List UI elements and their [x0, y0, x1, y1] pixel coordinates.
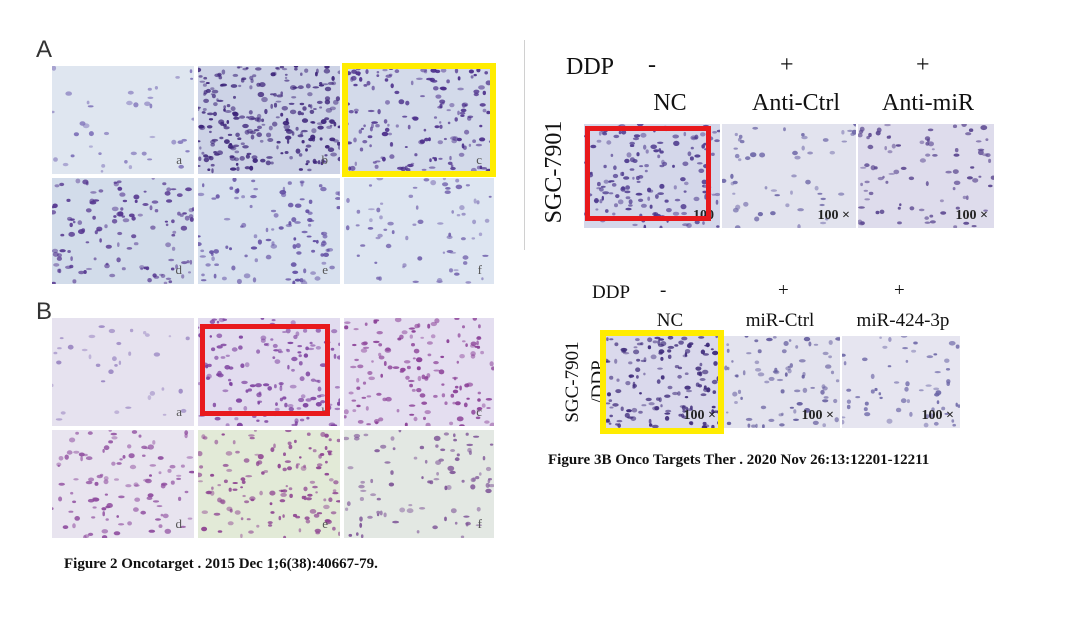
figure2-caption: Figure 2 Oncotarget . 2015 Dec 1;6(38):4… [64, 556, 378, 572]
micrograph-tile: 100 [584, 124, 720, 228]
micrograph-tile: b [198, 66, 340, 174]
micrograph-texture [606, 336, 722, 428]
micrograph-tile: c [344, 318, 494, 426]
group-label-top-nc: NC [653, 90, 687, 116]
group-label-bottom-mir-ctrl: miR-Ctrl [745, 310, 815, 331]
magnification-label: 100 × [801, 408, 834, 423]
magnification-label: 100 × [921, 408, 954, 423]
tile-label: f [477, 262, 482, 277]
micrograph-texture [52, 178, 194, 284]
micrograph-tile: 100 × [842, 336, 960, 428]
micrograph-tile: f [344, 178, 494, 284]
panel-letter-b: B [36, 298, 53, 325]
magnification-label: 100 × [683, 408, 716, 423]
micrograph-texture [722, 124, 856, 228]
micrograph-tile: 100 × [724, 336, 840, 428]
ddp-value-top-3: + [916, 52, 930, 78]
micrograph-texture [198, 178, 340, 284]
group-label-bottom-nc: NC [656, 310, 684, 331]
micrograph-tile: c [344, 66, 494, 174]
micrograph-tile: d [52, 430, 194, 538]
tile-label: a [176, 404, 182, 419]
micrograph-tile: a [52, 318, 194, 426]
micrograph-tile: 100 × [606, 336, 722, 428]
cell-line-label-top: SGC-7901 [541, 120, 567, 224]
figure3b-caption: Figure 3B Onco Targets Ther . 2020 Nov 2… [548, 452, 930, 468]
micrograph-tile: f [344, 430, 494, 538]
tile-label: b [321, 404, 329, 419]
micrograph-texture [724, 336, 840, 428]
micrograph-texture [198, 66, 340, 174]
micrograph-tile: b [198, 318, 340, 426]
panel-letter-a: A [36, 36, 53, 63]
ddp-label-bottom: DDP [592, 282, 631, 303]
micrograph-tile: d [52, 178, 194, 284]
micrograph-tile: a [52, 66, 194, 174]
tile-label: c [476, 152, 482, 167]
micrograph-texture [344, 318, 494, 426]
micrograph-texture [52, 430, 194, 538]
micrograph-texture [584, 124, 720, 228]
micrograph-tile: 100 × [858, 124, 994, 228]
micrograph-texture [198, 318, 340, 426]
micrograph-texture [858, 124, 994, 228]
ddp-value-top-1: - [648, 52, 656, 78]
group-label-bottom-mir-424-3p: miR-424-3p [856, 310, 950, 331]
micrograph-tile: 100 × [722, 124, 856, 228]
column-divider [524, 40, 525, 250]
micrograph-texture [344, 430, 494, 538]
group-label-top-anti-mir: Anti-miR [881, 90, 974, 116]
ddp-value-top-2: + [780, 52, 794, 78]
ddp-value-bottom-1: - [660, 280, 667, 301]
micrograph-texture [52, 318, 194, 426]
tile-label: b [321, 152, 329, 167]
tile-label: f [477, 516, 482, 531]
micrograph-texture [52, 66, 194, 174]
tile-label: d [175, 516, 183, 531]
tile-label: c [476, 404, 482, 419]
tile-label: e [322, 262, 328, 277]
micrograph-texture [198, 430, 340, 538]
micrograph-tile: e [198, 430, 340, 538]
micrograph-texture [344, 178, 494, 284]
cell-line-label-bottom-1: SGC-7901 [562, 341, 583, 423]
tile-label: d [175, 262, 183, 277]
ddp-label-top: DDP [566, 54, 615, 80]
ddp-value-bottom-3: + [894, 280, 905, 301]
micrograph-tile: e [198, 178, 340, 284]
group-label-top-anti-ctrl: Anti-Ctrl [752, 90, 840, 116]
magnification-label: 100 × [955, 208, 988, 223]
ddp-value-bottom-2: + [778, 280, 789, 301]
tile-label: e [322, 516, 328, 531]
micrograph-texture [842, 336, 960, 428]
magnification-label: 100 × [817, 208, 850, 223]
tile-label: a [176, 152, 182, 167]
magnification-label: 100 [693, 208, 714, 223]
micrograph-texture [344, 66, 494, 174]
